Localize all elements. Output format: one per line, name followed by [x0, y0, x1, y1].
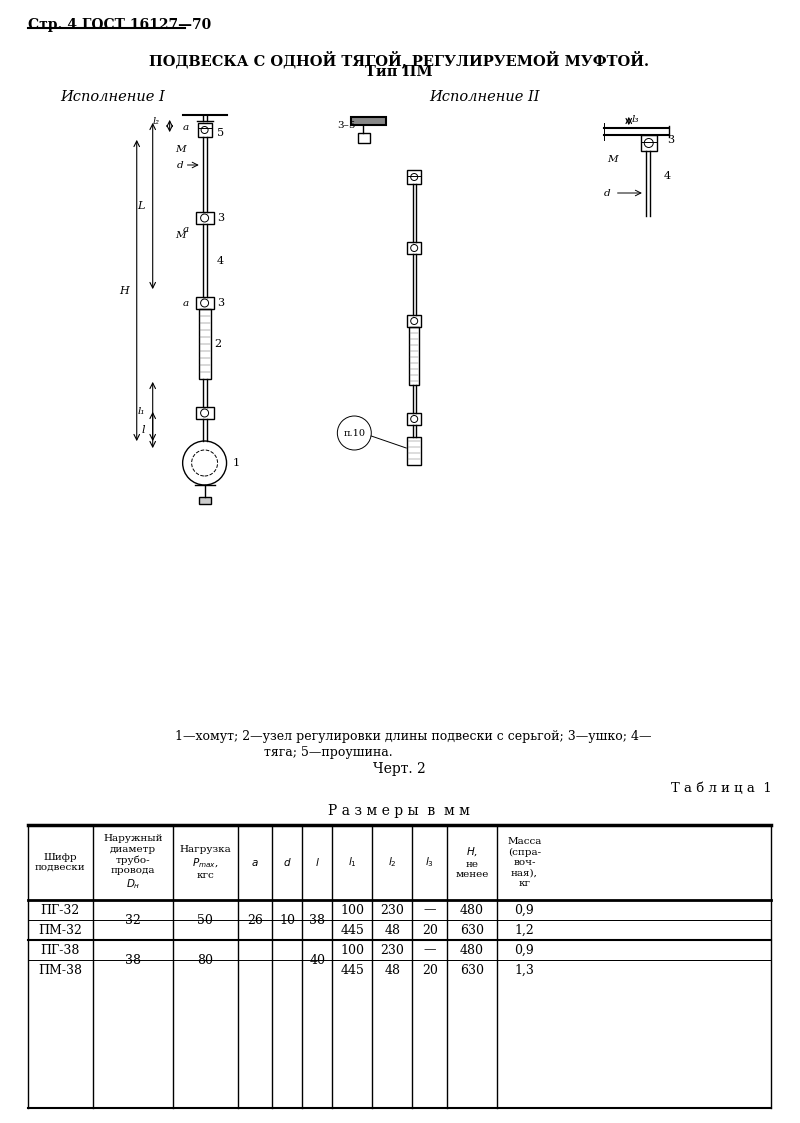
Text: 26: 26: [247, 913, 263, 926]
Text: 100: 100: [340, 904, 364, 916]
Text: —: —: [423, 904, 436, 916]
Text: Шифр
подвески: Шифр подвески: [35, 852, 86, 873]
Text: 445: 445: [340, 923, 364, 937]
Text: l: l: [142, 424, 145, 435]
Bar: [407, 413, 421, 424]
Text: ПГ-38: ПГ-38: [41, 943, 80, 957]
Text: ПГ-32: ПГ-32: [41, 904, 80, 916]
Text: тяга; 5—проушина.: тяга; 5—проушина.: [265, 746, 393, 759]
Text: Нагрузка
$P_{max}$,
кгс: Нагрузка $P_{max}$, кгс: [179, 844, 231, 880]
Text: ПМ-32: ПМ-32: [38, 923, 82, 937]
Text: 1: 1: [233, 458, 240, 468]
Bar: [358, 133, 370, 143]
Text: M: M: [607, 155, 618, 164]
Text: 1,2: 1,2: [514, 923, 534, 937]
Bar: [198, 497, 210, 504]
Text: 480: 480: [460, 904, 484, 916]
Text: l₁: l₁: [138, 407, 145, 416]
Text: 4: 4: [217, 256, 224, 265]
Text: a: a: [182, 299, 189, 308]
Bar: [196, 407, 214, 419]
Text: 230: 230: [380, 943, 404, 957]
Text: l₃: l₃: [632, 116, 639, 125]
Bar: [351, 117, 386, 125]
Text: $l$: $l$: [315, 857, 320, 868]
Text: 20: 20: [422, 964, 438, 977]
Text: 2: 2: [214, 339, 222, 349]
Bar: [196, 212, 214, 223]
Text: a: a: [182, 122, 189, 131]
Text: 3–5: 3–5: [338, 120, 356, 129]
Text: 40: 40: [310, 953, 326, 967]
Text: Исполнение I: Исполнение I: [60, 90, 165, 104]
Text: $a$: $a$: [251, 858, 259, 867]
Text: $l_1$: $l_1$: [348, 856, 357, 869]
Text: 3: 3: [666, 135, 674, 145]
Text: l₂: l₂: [153, 118, 160, 127]
Text: п.10: п.10: [343, 429, 366, 438]
Text: 630: 630: [460, 964, 484, 977]
Text: $l_3$: $l_3$: [425, 856, 434, 869]
Text: 4: 4: [664, 171, 671, 181]
Text: Масса
(спра-
воч-
ная),
кг: Масса (спра- воч- ная), кг: [507, 837, 542, 888]
Bar: [198, 124, 211, 137]
Text: 0,9: 0,9: [514, 943, 534, 957]
Text: 1,3: 1,3: [514, 964, 534, 977]
Text: ПОДВЕСКА С ОДНОЙ ТЯГОЙ, РЕГУЛИРУЕМОЙ МУФТОЙ.: ПОДВЕСКА С ОДНОЙ ТЯГОЙ, РЕГУЛИРУЕМОЙ МУФ…: [150, 51, 650, 67]
Text: M: M: [174, 231, 186, 240]
Bar: [407, 241, 421, 254]
Text: 48: 48: [384, 964, 400, 977]
Text: a: a: [182, 225, 189, 234]
Text: Тип ПМ: Тип ПМ: [366, 65, 433, 79]
Bar: [407, 170, 421, 184]
Text: 445: 445: [340, 964, 364, 977]
Text: Стр. 4 ГОСТ 16127—70: Стр. 4 ГОСТ 16127—70: [28, 18, 211, 31]
Text: $H$,
не
менее: $H$, не менее: [455, 846, 489, 879]
Text: 20: 20: [422, 923, 438, 937]
Text: 50: 50: [197, 913, 213, 926]
Text: Р а з м е р ы  в  м м: Р а з м е р ы в м м: [328, 804, 470, 818]
Text: 80: 80: [197, 953, 213, 967]
Text: 0,9: 0,9: [514, 904, 534, 916]
Text: 480: 480: [460, 943, 484, 957]
Bar: [198, 309, 210, 378]
Text: 10: 10: [279, 913, 295, 926]
Text: d: d: [177, 161, 183, 170]
Text: 1—хомут; 2—узел регулировки длины подвески с серьгой; 3—ушко; 4—: 1—хомут; 2—узел регулировки длины подвес…: [174, 730, 651, 743]
Bar: [407, 437, 421, 465]
Text: 38: 38: [125, 953, 141, 967]
Bar: [407, 314, 421, 327]
Bar: [196, 296, 214, 309]
Text: L: L: [138, 201, 145, 211]
Text: $d$: $d$: [283, 857, 292, 868]
Bar: [410, 327, 419, 385]
Text: d: d: [604, 189, 610, 198]
Text: 32: 32: [125, 913, 141, 926]
Text: 630: 630: [460, 923, 484, 937]
Text: $l_2$: $l_2$: [388, 856, 397, 869]
Text: 5: 5: [217, 128, 224, 138]
Text: 3: 3: [218, 298, 225, 308]
Text: 100: 100: [340, 943, 364, 957]
Text: 38: 38: [310, 913, 326, 926]
Text: Исполнение II: Исполнение II: [429, 90, 540, 104]
Text: —: —: [423, 943, 436, 957]
Text: 230: 230: [380, 904, 404, 916]
Text: M: M: [174, 145, 186, 154]
Text: Черт. 2: Черт. 2: [373, 763, 426, 776]
Text: ПМ-38: ПМ-38: [38, 964, 82, 977]
Text: Т а б л и ц а  1: Т а б л и ц а 1: [670, 782, 771, 795]
Text: 3: 3: [218, 213, 225, 223]
Text: H: H: [119, 285, 129, 295]
Text: 48: 48: [384, 923, 400, 937]
Text: Наружный
диаметр
трубо-
провода
$D_н$: Наружный диаметр трубо- провода $D_н$: [103, 834, 162, 891]
Bar: [641, 135, 657, 150]
